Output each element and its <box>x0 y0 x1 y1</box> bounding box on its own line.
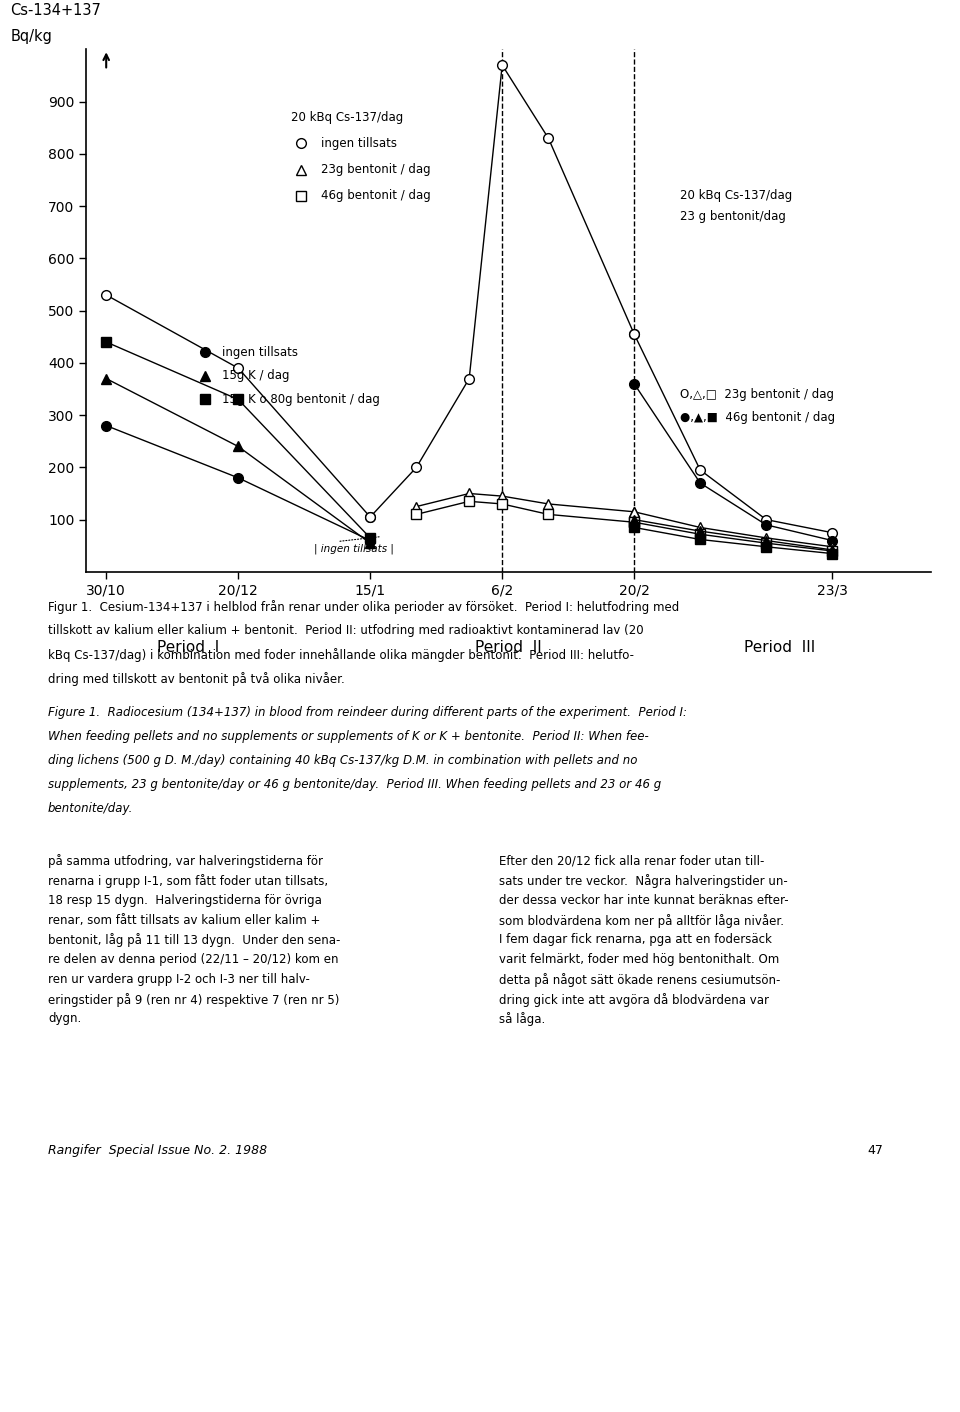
Text: som blodvärdena kom ner på alltför låga nivåer.: som blodvärdena kom ner på alltför låga … <box>499 914 784 928</box>
Text: | ingen tillsats |: | ingen tillsats | <box>314 544 394 554</box>
Text: 15g K o 80g bentonit / dag: 15g K o 80g bentonit / dag <box>222 393 379 407</box>
Text: 47: 47 <box>867 1144 883 1156</box>
Text: Period  III: Period III <box>743 640 815 655</box>
Text: tillskott av kalium eller kalium + bentonit.  Period II: utfodring med radioakti: tillskott av kalium eller kalium + bento… <box>48 624 643 637</box>
Text: sats under tre veckor.  Några halveringstider un-: sats under tre veckor. Några halveringst… <box>499 874 788 888</box>
Text: ●,▲,■  46g bentonit / dag: ●,▲,■ 46g bentonit / dag <box>681 411 835 424</box>
Text: så låga.: så låga. <box>499 1012 545 1027</box>
Text: Period  I: Period I <box>156 640 219 655</box>
Text: dring med tillskott av bentonit på två olika nivåer.: dring med tillskott av bentonit på två o… <box>48 672 345 686</box>
Text: detta på något sätt ökade renens cesiumutsön-: detta på något sätt ökade renens cesiumu… <box>499 973 780 987</box>
Text: Period  II: Period II <box>475 640 542 655</box>
Text: dring gick inte att avgöra då blodvärdena var: dring gick inte att avgöra då blodvärden… <box>499 993 769 1007</box>
Text: varit felmärkt, foder med hög bentonithalt. Om: varit felmärkt, foder med hög bentonitha… <box>499 953 780 966</box>
Text: dygn.: dygn. <box>48 1012 82 1025</box>
Text: ding lichens (500 g D. M./day) containing 40 kBq Cs-137/kg D.M. in combination w: ding lichens (500 g D. M./day) containin… <box>48 754 637 767</box>
Text: renarna i grupp I-1, som fått foder utan tillsats,: renarna i grupp I-1, som fått foder utan… <box>48 874 328 888</box>
Text: ingen tillsats: ingen tillsats <box>321 137 396 150</box>
Text: kBq Cs-137/dag) i kombination med foder innehållande olika mängder bentonit.  Pe: kBq Cs-137/dag) i kombination med foder … <box>48 648 634 662</box>
Text: der dessa veckor har inte kunnat beräknas efter-: der dessa veckor har inte kunnat beräkna… <box>499 894 789 907</box>
Text: Figur 1.  Cesium-134+137 i helblod från renar under olika perioder av försöket. : Figur 1. Cesium-134+137 i helblod från r… <box>48 600 680 614</box>
Text: Efter den 20/12 fick alla renar foder utan till-: Efter den 20/12 fick alla renar foder ut… <box>499 854 764 867</box>
Text: supplements, 23 g bentonite/day or 46 g bentonite/day.  Period III. When feeding: supplements, 23 g bentonite/day or 46 g … <box>48 778 661 791</box>
Text: 23g bentonit / dag: 23g bentonit / dag <box>321 162 430 176</box>
Text: Cs-134+137: Cs-134+137 <box>11 3 101 18</box>
Text: bentonit, låg på 11 till 13 dygn.  Under den sena-: bentonit, låg på 11 till 13 dygn. Under … <box>48 933 341 947</box>
Text: renar, som fått tillsats av kalium eller kalim +: renar, som fått tillsats av kalium eller… <box>48 914 321 926</box>
Text: 23 g bentonit/dag: 23 g bentonit/dag <box>681 210 786 223</box>
Text: Bq/kg: Bq/kg <box>11 30 52 44</box>
Text: re delen av denna period (22/11 – 20/12) kom en: re delen av denna period (22/11 – 20/12)… <box>48 953 339 966</box>
Text: 20 kBq Cs-137/dag: 20 kBq Cs-137/dag <box>681 189 793 202</box>
Text: 18 resp 15 dygn.  Halveringstiderna för övriga: 18 resp 15 dygn. Halveringstiderna för ö… <box>48 894 322 907</box>
Text: I fem dagar fick renarna, pga att en fodersäck: I fem dagar fick renarna, pga att en fod… <box>499 933 772 946</box>
Text: på samma utfodring, var halveringstiderna för: på samma utfodring, var halveringstidern… <box>48 854 323 868</box>
Text: When feeding pellets and no supplements or supplements of K or K + bentonite.  P: When feeding pellets and no supplements … <box>48 730 649 743</box>
Text: bentonite/day.: bentonite/day. <box>48 802 133 815</box>
Text: ren ur vardera grupp I-2 och I-3 ner till halv-: ren ur vardera grupp I-2 och I-3 ner til… <box>48 973 310 986</box>
Text: O,△,□  23g bentonit / dag: O,△,□ 23g bentonit / dag <box>681 388 834 401</box>
Text: Figure 1.  Radiocesium (134+137) in blood from reindeer during different parts o: Figure 1. Radiocesium (134+137) in blood… <box>48 706 687 719</box>
Text: Rangifer  Special Issue No. 2. 1988: Rangifer Special Issue No. 2. 1988 <box>48 1144 267 1156</box>
Text: 15g K / dag: 15g K / dag <box>222 370 289 383</box>
Text: 20 kBq Cs-137/dag: 20 kBq Cs-137/dag <box>291 110 403 124</box>
Text: eringstider på 9 (ren nr 4) respektive 7 (ren nr 5): eringstider på 9 (ren nr 4) respektive 7… <box>48 993 340 1007</box>
Text: 46g bentonit / dag: 46g bentonit / dag <box>321 189 430 202</box>
Text: ingen tillsats: ingen tillsats <box>222 346 298 359</box>
